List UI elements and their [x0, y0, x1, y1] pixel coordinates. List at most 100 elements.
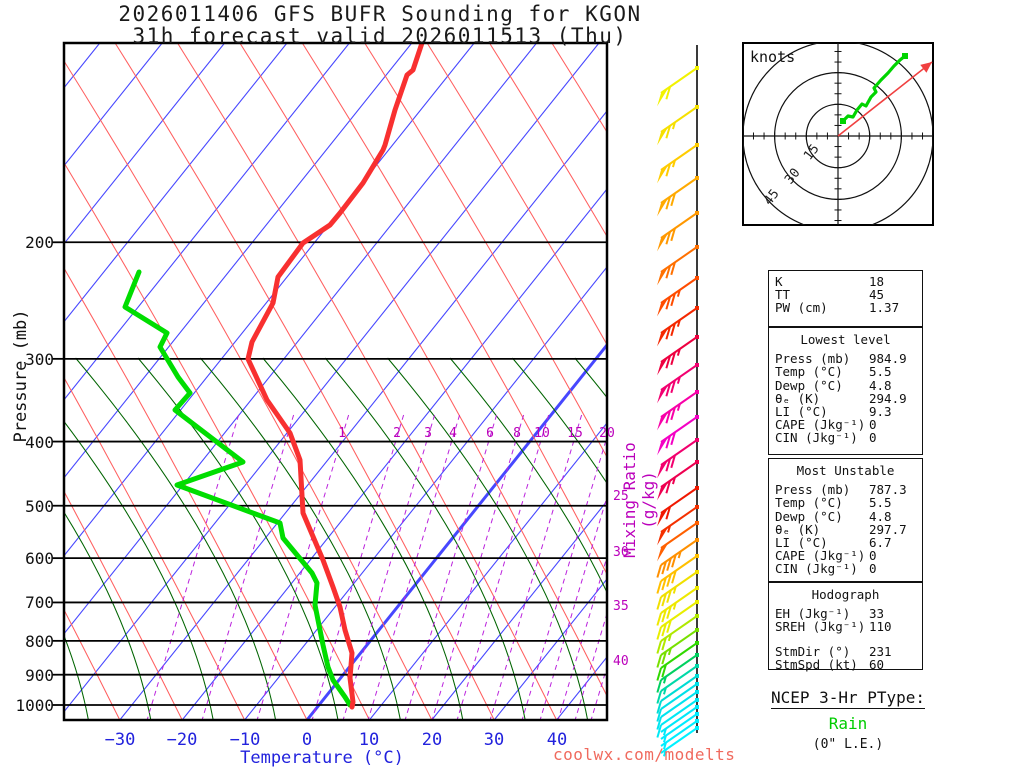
wind-barb: [657, 335, 699, 376]
mixing-ratio-value-label: 2: [393, 426, 401, 441]
stats-row: LI (°C) 9.3: [775, 405, 922, 418]
stats-value: 297.7: [869, 521, 907, 537]
mixing-ratio-value-label: 20: [599, 426, 615, 441]
stats-label: Press (mb): [775, 351, 851, 367]
stats-row: EH (Jkg⁻¹) 33: [775, 607, 922, 620]
ptype-liquid-equivalent: (0" L.E.): [812, 737, 884, 752]
wind-barb: [657, 105, 699, 146]
mixing-ratio-value-label: 3: [424, 426, 432, 441]
stats-value: 18: [869, 274, 885, 289]
isotherm-line: [244, 266, 607, 720]
stats-row: CAPE (Jkg⁻¹) 0: [775, 418, 922, 431]
wind-barb: [656, 614, 699, 654]
chart-title-line1: 2026011406 GFS BUFR Sounding for KGON: [118, 2, 642, 26]
stats-value: 4.8: [869, 508, 892, 524]
isotherm-line: [64, 43, 288, 323]
moist-adiabat-line: [75, 357, 277, 720]
stats-label: Temp (°C): [775, 495, 843, 511]
wind-barb: [656, 586, 699, 626]
storm-motion-vector: [837, 61, 933, 137]
wind-barb: [657, 66, 699, 107]
moist-adiabat-line: [137, 357, 339, 720]
mixing-ratio-line: [431, 414, 525, 720]
mixing-ratio-line: [574, 611, 607, 720]
stats-row: Press (mb) 787.3: [775, 483, 922, 496]
pressure-tick-label: 800: [25, 632, 54, 651]
isotherm-line: [181, 188, 607, 720]
dry-adiabat-line: [426, 43, 607, 346]
dry-adiabat-line: [64, 60, 433, 720]
stats-row: CIN (Jkg⁻¹) 0: [775, 562, 922, 575]
skewt-plot-area: [64, 43, 607, 720]
temperature-tick-label: 0: [301, 730, 313, 750]
stats-row: [775, 634, 922, 645]
stats-label: K: [775, 274, 783, 289]
pressure-tick-label: 300: [25, 350, 54, 369]
isotherm-line: [64, 43, 163, 167]
stats-label: [775, 634, 869, 645]
stats-value: 787.3: [869, 482, 907, 498]
stats-label: CAPE (Jkg⁻¹): [775, 417, 866, 433]
stats-row: Press (mb) 984.9: [775, 352, 922, 365]
wind-barb: [660, 712, 699, 743]
isotherm-line: [305, 342, 607, 720]
hodograph-units-label: knots: [750, 48, 796, 66]
stats-value: 110: [869, 619, 892, 635]
hodograph-wind-trace: [841, 54, 906, 123]
stats-label: LI (°C): [775, 404, 828, 420]
stats-value: 0: [869, 430, 877, 446]
mixing-ratio-line: [146, 414, 240, 720]
mixing-ratio-line: [201, 414, 295, 720]
isotherm-line: [64, 43, 350, 401]
mixing-ratio-value-label: 6: [486, 426, 494, 441]
temperature-tick-label: −10: [229, 730, 261, 750]
wind-barb: [657, 505, 699, 546]
temperature-tick-label: 30: [483, 730, 505, 750]
isotherm-line: [431, 500, 607, 720]
wind-barb: [660, 719, 699, 750]
isotherm-line: [368, 422, 607, 720]
dry-adiabat-line: [64, 267, 308, 720]
stats-row: CAPE (Jkg⁻¹) 0: [775, 549, 922, 562]
temperature-trace: [245, 43, 425, 710]
dry-adiabat-line: [489, 43, 607, 238]
stats-label: StmDir (°): [775, 643, 851, 659]
pressure-tick-label: 1000: [15, 696, 54, 715]
stats-value: 4.8: [869, 377, 892, 393]
wind-barb: [660, 705, 699, 736]
plot-border: [62, 41, 609, 722]
stats-box-title: Hodograph: [811, 587, 880, 602]
stats-row: Dewp (°C) 4.8: [775, 377, 922, 393]
wind-barb: [657, 438, 699, 479]
dewpoint-trace: [122, 269, 353, 708]
temperature-tick-label: 10: [358, 730, 380, 750]
ptype-heading: NCEP 3-Hr PType:: [770, 688, 926, 709]
wind-barb: [657, 363, 699, 404]
dry-adiabat-line: [64, 161, 370, 720]
mixing-ratio-value-label: 40: [613, 654, 629, 669]
mixing-ratio-line: [367, 414, 461, 720]
wind-barb: [657, 143, 699, 184]
stats-label: Dewp (°C): [775, 508, 843, 524]
wind-barb: [656, 682, 699, 722]
wind-barb: [656, 600, 699, 640]
stats-row: Temp (°C) 5.5: [775, 496, 922, 509]
wind-barb: [656, 538, 699, 578]
dry-adiabat-line: [177, 43, 558, 720]
stats-value: 294.9: [869, 390, 907, 406]
stats-row: Temp (°C) 5.5: [775, 365, 922, 378]
stats-row: TT 45: [775, 288, 922, 301]
stats-label: EH (Jkg⁻¹): [775, 606, 851, 622]
stats-box-title: Lowest level: [800, 332, 891, 347]
stats-label: TT: [775, 287, 791, 303]
stats-box-lowest-level: Lowest level Press (mb) 984.9 Temp (°C) 5.5 D…: [768, 327, 923, 455]
temperature-tick-label: 40: [546, 730, 568, 750]
wind-barb-column: [656, 45, 699, 757]
wind-barb: [656, 664, 699, 704]
wind-barb: [657, 390, 699, 431]
wind-barb: [660, 726, 699, 757]
stats-value: 0: [869, 561, 877, 577]
mixing-ratio-value-label: 4: [449, 426, 457, 441]
